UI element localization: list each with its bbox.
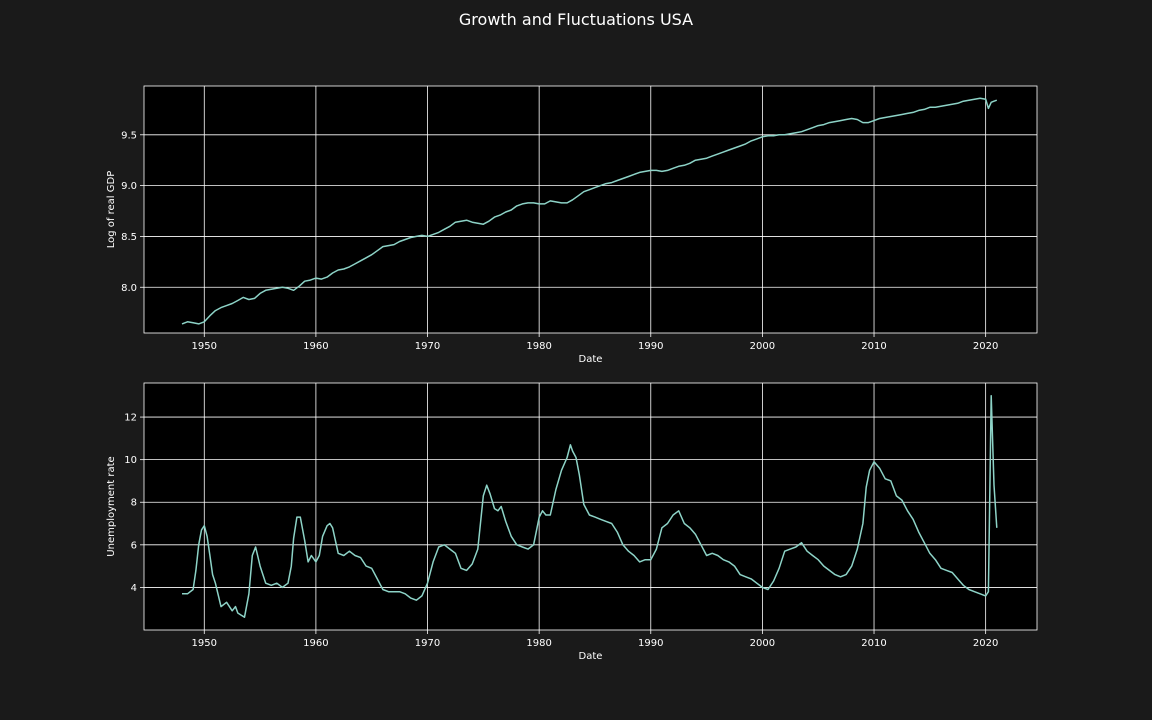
x-tick-label: 1970	[415, 341, 440, 352]
x-tick-label: 2020	[973, 638, 998, 649]
y-tick-label: 8.0	[121, 283, 137, 294]
x-tick-label: 1980	[526, 341, 551, 352]
x-tick-label: 1960	[303, 638, 328, 649]
plot-area	[144, 86, 1037, 333]
axes-1: 1950 1960 1970 1980 1990 2000 2010 2020 8.0 8.5 9.…	[106, 85, 1038, 365]
y-tick-label: 8	[131, 498, 137, 509]
x-tick-label: 1960	[303, 341, 328, 352]
axes-2: 1950 1960 1970 1980 1990 2000 2010 2020 4 6 8 10 12 D…	[106, 382, 1038, 662]
y-tick-label: 9.0	[121, 181, 137, 192]
y-tick-label: 9.5	[121, 130, 137, 141]
plot-area	[144, 383, 1037, 630]
series-line	[181, 97, 998, 325]
y-tick-label: 10	[124, 455, 137, 466]
x-tick-label: 1980	[526, 638, 551, 649]
x-axis-label: Date	[579, 354, 603, 365]
x-tick-label: 1950	[192, 638, 217, 649]
y-tick-label: 4	[131, 583, 137, 594]
y-tick-label: 12	[124, 413, 137, 424]
x-tick-label: 2000	[750, 638, 775, 649]
x-tick-label: 1970	[415, 638, 440, 649]
axes-frame	[143, 382, 1038, 631]
y-tick-label: 8.5	[121, 232, 137, 243]
x-tick-label: 2010	[861, 638, 886, 649]
y-tick-label: 6	[131, 540, 137, 551]
x-tick-label: 1950	[192, 341, 217, 352]
x-tick-label: 2020	[973, 341, 998, 352]
x-axis-label: Date	[579, 651, 603, 662]
chart-title: Growth and Fluctuations USA	[458, 10, 694, 29]
x-tick-label: 2010	[861, 341, 886, 352]
series-line	[182, 395, 998, 618]
y-axis-label: Unemployment rate	[106, 456, 117, 556]
axes-frame	[143, 85, 1038, 334]
x-tick-label: 2000	[750, 341, 775, 352]
y-axis-label: Log of real GDP	[106, 171, 117, 248]
x-tick-label: 1990	[638, 638, 663, 649]
x-tick-label: 1990	[638, 341, 663, 352]
